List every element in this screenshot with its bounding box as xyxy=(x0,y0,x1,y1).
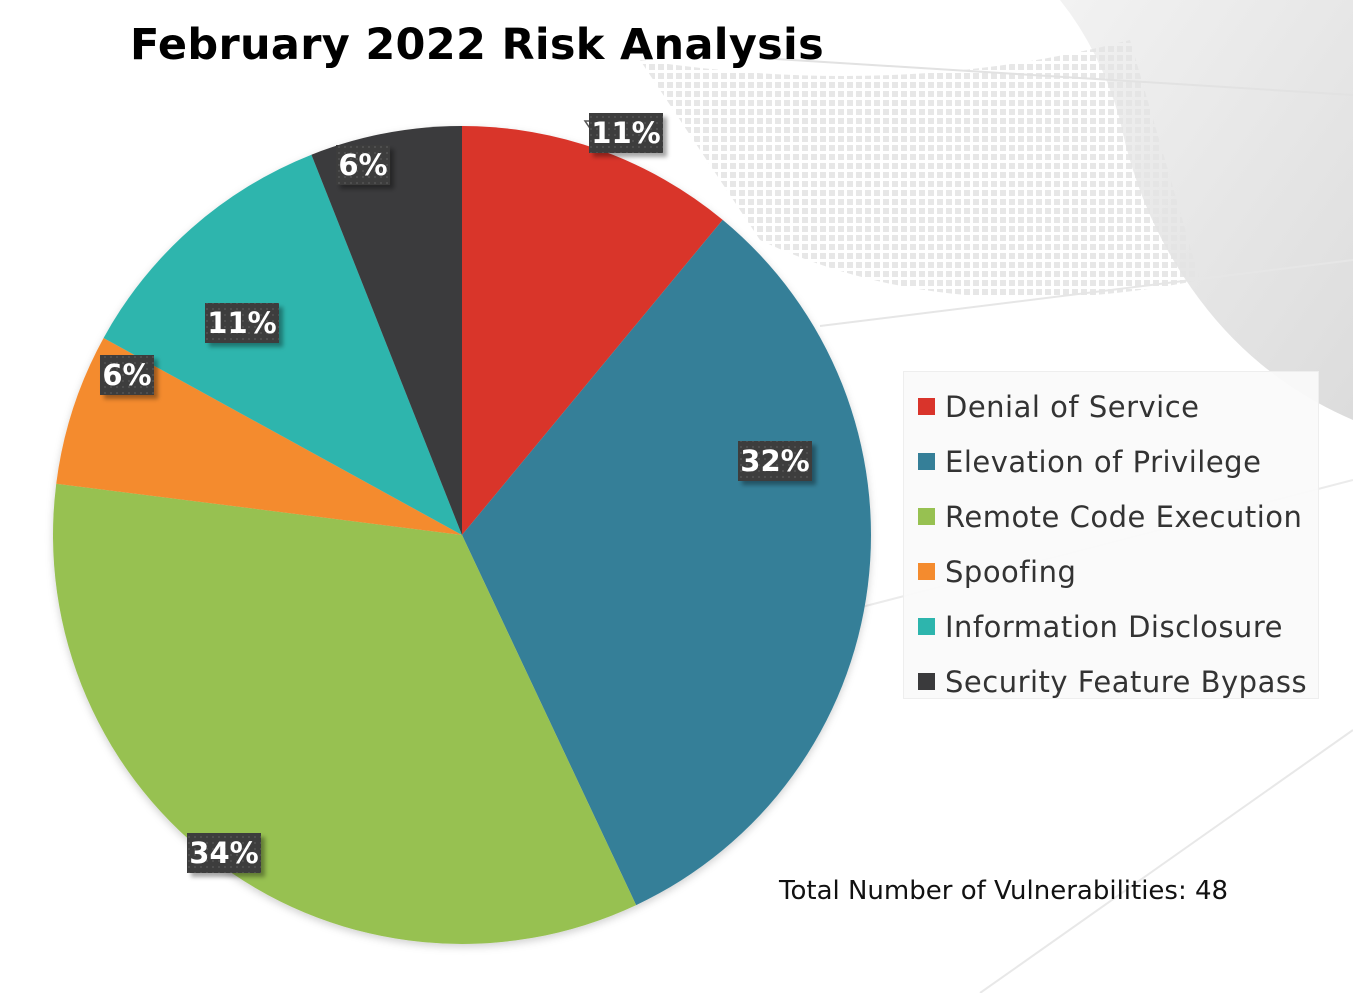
legend-label: Information Disclosure xyxy=(945,609,1283,644)
legend-swatch xyxy=(918,398,935,415)
legend-item-remote-code-execution: Remote Code Execution xyxy=(904,489,1318,544)
pie-slice-information-disclosure xyxy=(103,154,462,535)
pie-data-labels: 11% 32% 34% 6% 11% 6% xyxy=(100,113,812,873)
chart-legend: Denial of Service Elevation of Privilege R… xyxy=(903,371,1319,699)
legend-label: Elevation of Privilege xyxy=(945,444,1262,479)
legend-item-elevation-of-privilege: Elevation of Privilege xyxy=(904,434,1318,489)
pie-slice-remote-code-execution xyxy=(52,483,637,945)
legend-label: Security Feature Bypass xyxy=(945,664,1308,699)
data-label-text: 6% xyxy=(338,148,387,182)
legend-item-security-feature-bypass: Security Feature Bypass xyxy=(904,654,1318,709)
data-label-remote-code-execution: 34% xyxy=(187,833,261,873)
data-label-text: 32% xyxy=(740,444,809,478)
data-label-information-disclosure: 11% xyxy=(205,303,279,343)
legend-item-denial-of-service: Denial of Service xyxy=(904,379,1318,434)
legend-swatch xyxy=(918,673,935,690)
data-label-spoofing: 6% xyxy=(100,355,154,395)
data-label-box xyxy=(205,303,279,343)
legend-item-information-disclosure: Information Disclosure xyxy=(904,599,1318,654)
chart-title: February 2022 Risk Analysis xyxy=(130,20,824,70)
legend-swatch xyxy=(918,563,935,580)
pie-slice-elevation-of-privilege xyxy=(462,219,872,906)
legend-swatch xyxy=(918,508,935,525)
legend-label: Remote Code Execution xyxy=(945,499,1303,534)
legend-swatch xyxy=(918,453,935,470)
pie-slice-security-feature-bypass xyxy=(311,126,462,535)
legend-label: Spoofing xyxy=(945,554,1077,589)
data-label-box xyxy=(100,355,154,395)
data-label-text: 34% xyxy=(189,836,258,870)
legend-item-spoofing: Spoofing xyxy=(904,544,1318,599)
data-label-denial-of-service: 11% xyxy=(589,113,663,153)
legend-label: Denial of Service xyxy=(945,389,1200,424)
total-vulnerabilities-note: Total Number of Vulnerabilities: 48 xyxy=(779,876,1229,906)
data-label-text: 11% xyxy=(207,306,276,340)
pie-slice-spoofing xyxy=(56,337,462,535)
legend-swatch xyxy=(918,618,935,635)
data-label-box xyxy=(589,113,663,153)
data-label-security-feature-bypass: 6% xyxy=(336,145,390,185)
pie-slices xyxy=(52,126,872,945)
pie-slice-denial-of-service xyxy=(462,126,723,535)
data-label-box xyxy=(738,441,812,481)
data-label-elevation-of-privilege: 32% xyxy=(738,441,812,481)
data-label-text: 6% xyxy=(102,358,151,392)
data-label-box xyxy=(187,833,261,873)
data-label-text: 11% xyxy=(591,116,660,150)
data-label-box xyxy=(336,145,390,185)
